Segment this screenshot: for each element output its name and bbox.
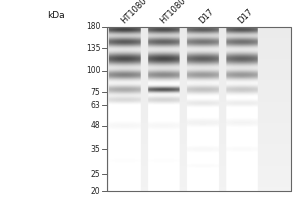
Text: D17: D17 — [237, 7, 255, 25]
Text: 75: 75 — [91, 88, 100, 97]
Text: 25: 25 — [91, 170, 100, 179]
Text: D17: D17 — [198, 7, 216, 25]
Text: 63: 63 — [91, 101, 100, 110]
Text: 48: 48 — [91, 121, 100, 130]
Text: HT1080: HT1080 — [159, 0, 188, 25]
Text: 100: 100 — [86, 66, 100, 75]
Text: 35: 35 — [91, 145, 100, 154]
Text: kDa: kDa — [47, 11, 64, 21]
Text: 20: 20 — [91, 187, 100, 196]
Text: HT1080: HT1080 — [120, 0, 149, 25]
Bar — [106, 27, 291, 191]
Text: 135: 135 — [86, 44, 100, 53]
Bar — [106, 27, 291, 191]
Text: 180: 180 — [86, 22, 100, 31]
